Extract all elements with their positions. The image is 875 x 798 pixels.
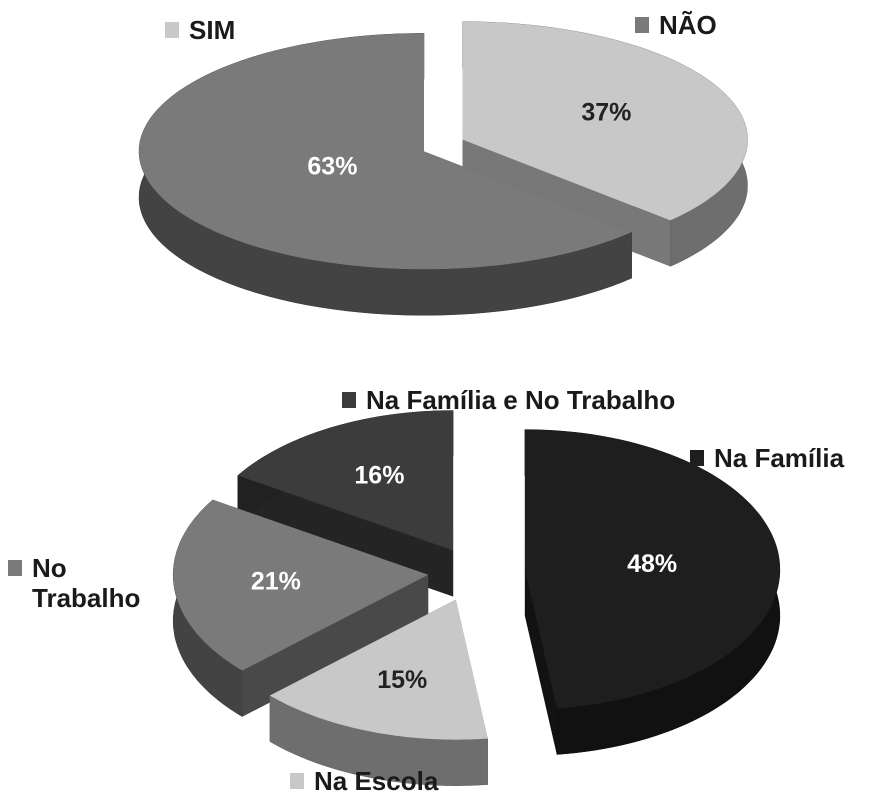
slice	[462, 21, 748, 221]
slice	[139, 33, 632, 270]
legend-entry: NÃO	[635, 10, 835, 40]
legend-entry: Na Escola	[290, 766, 490, 796]
slice	[269, 599, 488, 740]
data-label: 15%	[377, 666, 427, 694]
legend-swatch	[635, 17, 649, 33]
slice-wall	[524, 569, 557, 755]
legend-entry: No Trabalho	[8, 553, 158, 613]
pie-chart: 37% 63%	[138, 21, 748, 316]
legend-label: Na Família e No Trabalho	[366, 385, 676, 415]
legend-swatch	[690, 450, 704, 466]
data-label: 37%	[581, 98, 631, 126]
pie-chart: 16% 48% 21% 15%	[172, 410, 781, 786]
legend-swatch	[290, 773, 304, 789]
legend-entry: SIM	[165, 15, 365, 45]
legend-swatch	[165, 22, 179, 38]
legend-label: Na Família	[714, 443, 845, 473]
data-label: 21%	[251, 567, 301, 595]
data-label: 63%	[307, 152, 357, 180]
legend-label: Na Escola	[314, 766, 439, 796]
data-label: 16%	[354, 462, 404, 490]
slice	[173, 499, 429, 671]
legend-entry: Na Família	[690, 443, 875, 473]
slice-wall	[242, 574, 429, 717]
legend-swatch	[8, 560, 22, 576]
legend-entry: Na Família e No Trabalho	[342, 385, 762, 415]
slice	[237, 410, 454, 551]
data-label: 48%	[627, 550, 677, 578]
slice	[524, 429, 780, 709]
legend-label: No Trabalho	[32, 553, 141, 613]
legend-swatch	[342, 392, 356, 408]
legend-label: NÃO	[659, 10, 717, 40]
legend-label: SIM	[189, 15, 236, 45]
